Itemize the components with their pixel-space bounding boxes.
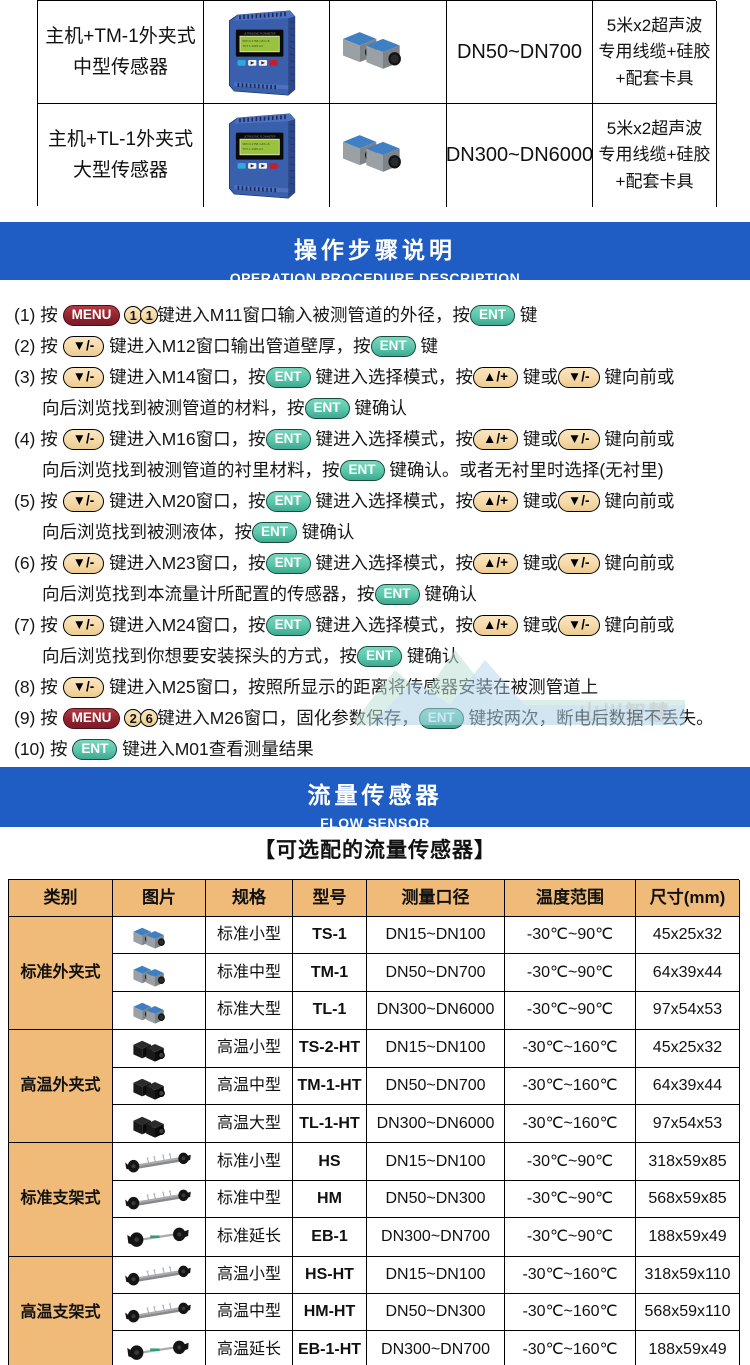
- svg-text:TOT 1.1945 m3: TOT 1.1945 m3: [242, 43, 263, 47]
- svg-text:ULTRASONIC FLOWMETER: ULTRASONIC FLOWMETER: [243, 32, 275, 35]
- svg-text:TOT 1.1945 m3: TOT 1.1945 m3: [242, 146, 263, 150]
- svg-text:SPD 0.1758 m3/h v8: SPD 0.1758 m3/h v8: [242, 141, 269, 145]
- svg-text:ULTRASONIC FLOWMETER: ULTRASONIC FLOWMETER: [243, 135, 275, 138]
- svg-text:SPD 0.1758 m3/h v8: SPD 0.1758 m3/h v8: [242, 38, 269, 42]
